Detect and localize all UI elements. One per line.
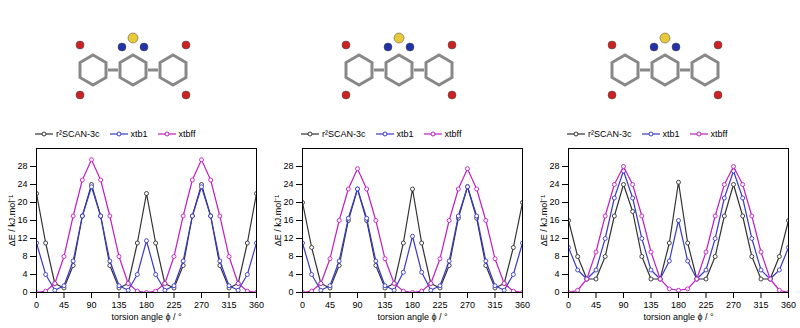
- svg-text:315: 315: [221, 300, 236, 310]
- svg-text:270: 270: [194, 300, 209, 310]
- svg-text:45: 45: [591, 300, 601, 310]
- svg-text:ΔE / kJ.mol⁻¹: ΔE / kJ.mol⁻¹: [7, 195, 17, 247]
- svg-text:135: 135: [111, 300, 126, 310]
- svg-text:270: 270: [460, 300, 475, 310]
- svg-text:90: 90: [352, 300, 362, 310]
- svg-text:16: 16: [283, 215, 293, 225]
- svg-text:16: 16: [17, 215, 27, 225]
- svg-text:0: 0: [554, 287, 559, 297]
- svg-text:90: 90: [618, 300, 628, 310]
- html-text:xtbff: xtbff: [178, 129, 196, 139]
- svg-text:ΔE / kJ.mol⁻¹: ΔE / kJ.mol⁻¹: [273, 195, 283, 247]
- html-text:r²SCAN-3c: r²SCAN-3c: [322, 129, 366, 139]
- svg-text:225: 225: [432, 300, 447, 310]
- svg-text:20: 20: [17, 197, 27, 207]
- svg-text:270: 270: [726, 300, 741, 310]
- svg-text:8: 8: [22, 251, 27, 261]
- svg-text:12: 12: [549, 233, 559, 243]
- svg-text:315: 315: [487, 300, 502, 310]
- svg-text:360: 360: [781, 300, 796, 310]
- svg-text:225: 225: [698, 300, 713, 310]
- svg-text:45: 45: [59, 300, 69, 310]
- svg-text:torsion angle ϕ / °: torsion angle ϕ / °: [377, 312, 448, 322]
- svg-text:8: 8: [554, 251, 559, 261]
- svg-text:20: 20: [549, 197, 559, 207]
- svg-text:0: 0: [566, 300, 571, 310]
- svg-text:180: 180: [405, 300, 420, 310]
- svg-text:0: 0: [300, 300, 305, 310]
- svg-text:360: 360: [249, 300, 264, 310]
- svg-text:24: 24: [549, 179, 559, 189]
- svg-text:135: 135: [643, 300, 658, 310]
- svg-text:315: 315: [753, 300, 768, 310]
- svg-text:8: 8: [288, 251, 293, 261]
- svg-text:360: 360: [515, 300, 530, 310]
- svg-text:ΔE / kJ.mol⁻¹: ΔE / kJ.mol⁻¹: [539, 195, 549, 247]
- svg-text:24: 24: [283, 179, 293, 189]
- html-text:xtbff: xtbff: [444, 129, 462, 139]
- svg-text:20: 20: [283, 197, 293, 207]
- svg-text:4: 4: [22, 269, 27, 279]
- svg-text:0: 0: [22, 287, 27, 297]
- svg-text:12: 12: [17, 233, 27, 243]
- html-text:r²SCAN-3c: r²SCAN-3c: [588, 129, 632, 139]
- svg-text:225: 225: [166, 300, 181, 310]
- svg-text:28: 28: [283, 161, 293, 171]
- svg-text:90: 90: [86, 300, 96, 310]
- svg-text:0: 0: [288, 287, 293, 297]
- svg-text:24: 24: [17, 179, 27, 189]
- svg-text:12: 12: [283, 233, 293, 243]
- svg-text:4: 4: [288, 269, 293, 279]
- svg-text:180: 180: [139, 300, 154, 310]
- svg-text:4: 4: [554, 269, 559, 279]
- html-text:r²SCAN-3c: r²SCAN-3c: [56, 129, 100, 139]
- svg-text:0: 0: [34, 300, 39, 310]
- svg-text:torsion angle ϕ / °: torsion angle ϕ / °: [643, 312, 714, 322]
- svg-text:28: 28: [549, 161, 559, 171]
- svg-text:180: 180: [671, 300, 686, 310]
- html-text:xtb1: xtb1: [396, 129, 414, 139]
- svg-text:28: 28: [17, 161, 27, 171]
- html-text:xtb1: xtb1: [130, 129, 148, 139]
- svg-text:torsion angle ϕ / °: torsion angle ϕ / °: [111, 312, 182, 322]
- svg-text:16: 16: [549, 215, 559, 225]
- html-text:xtbff: xtbff: [710, 129, 728, 139]
- svg-text:45: 45: [325, 300, 335, 310]
- html-text:xtb1: xtb1: [662, 129, 680, 139]
- svg-text:135: 135: [377, 300, 392, 310]
